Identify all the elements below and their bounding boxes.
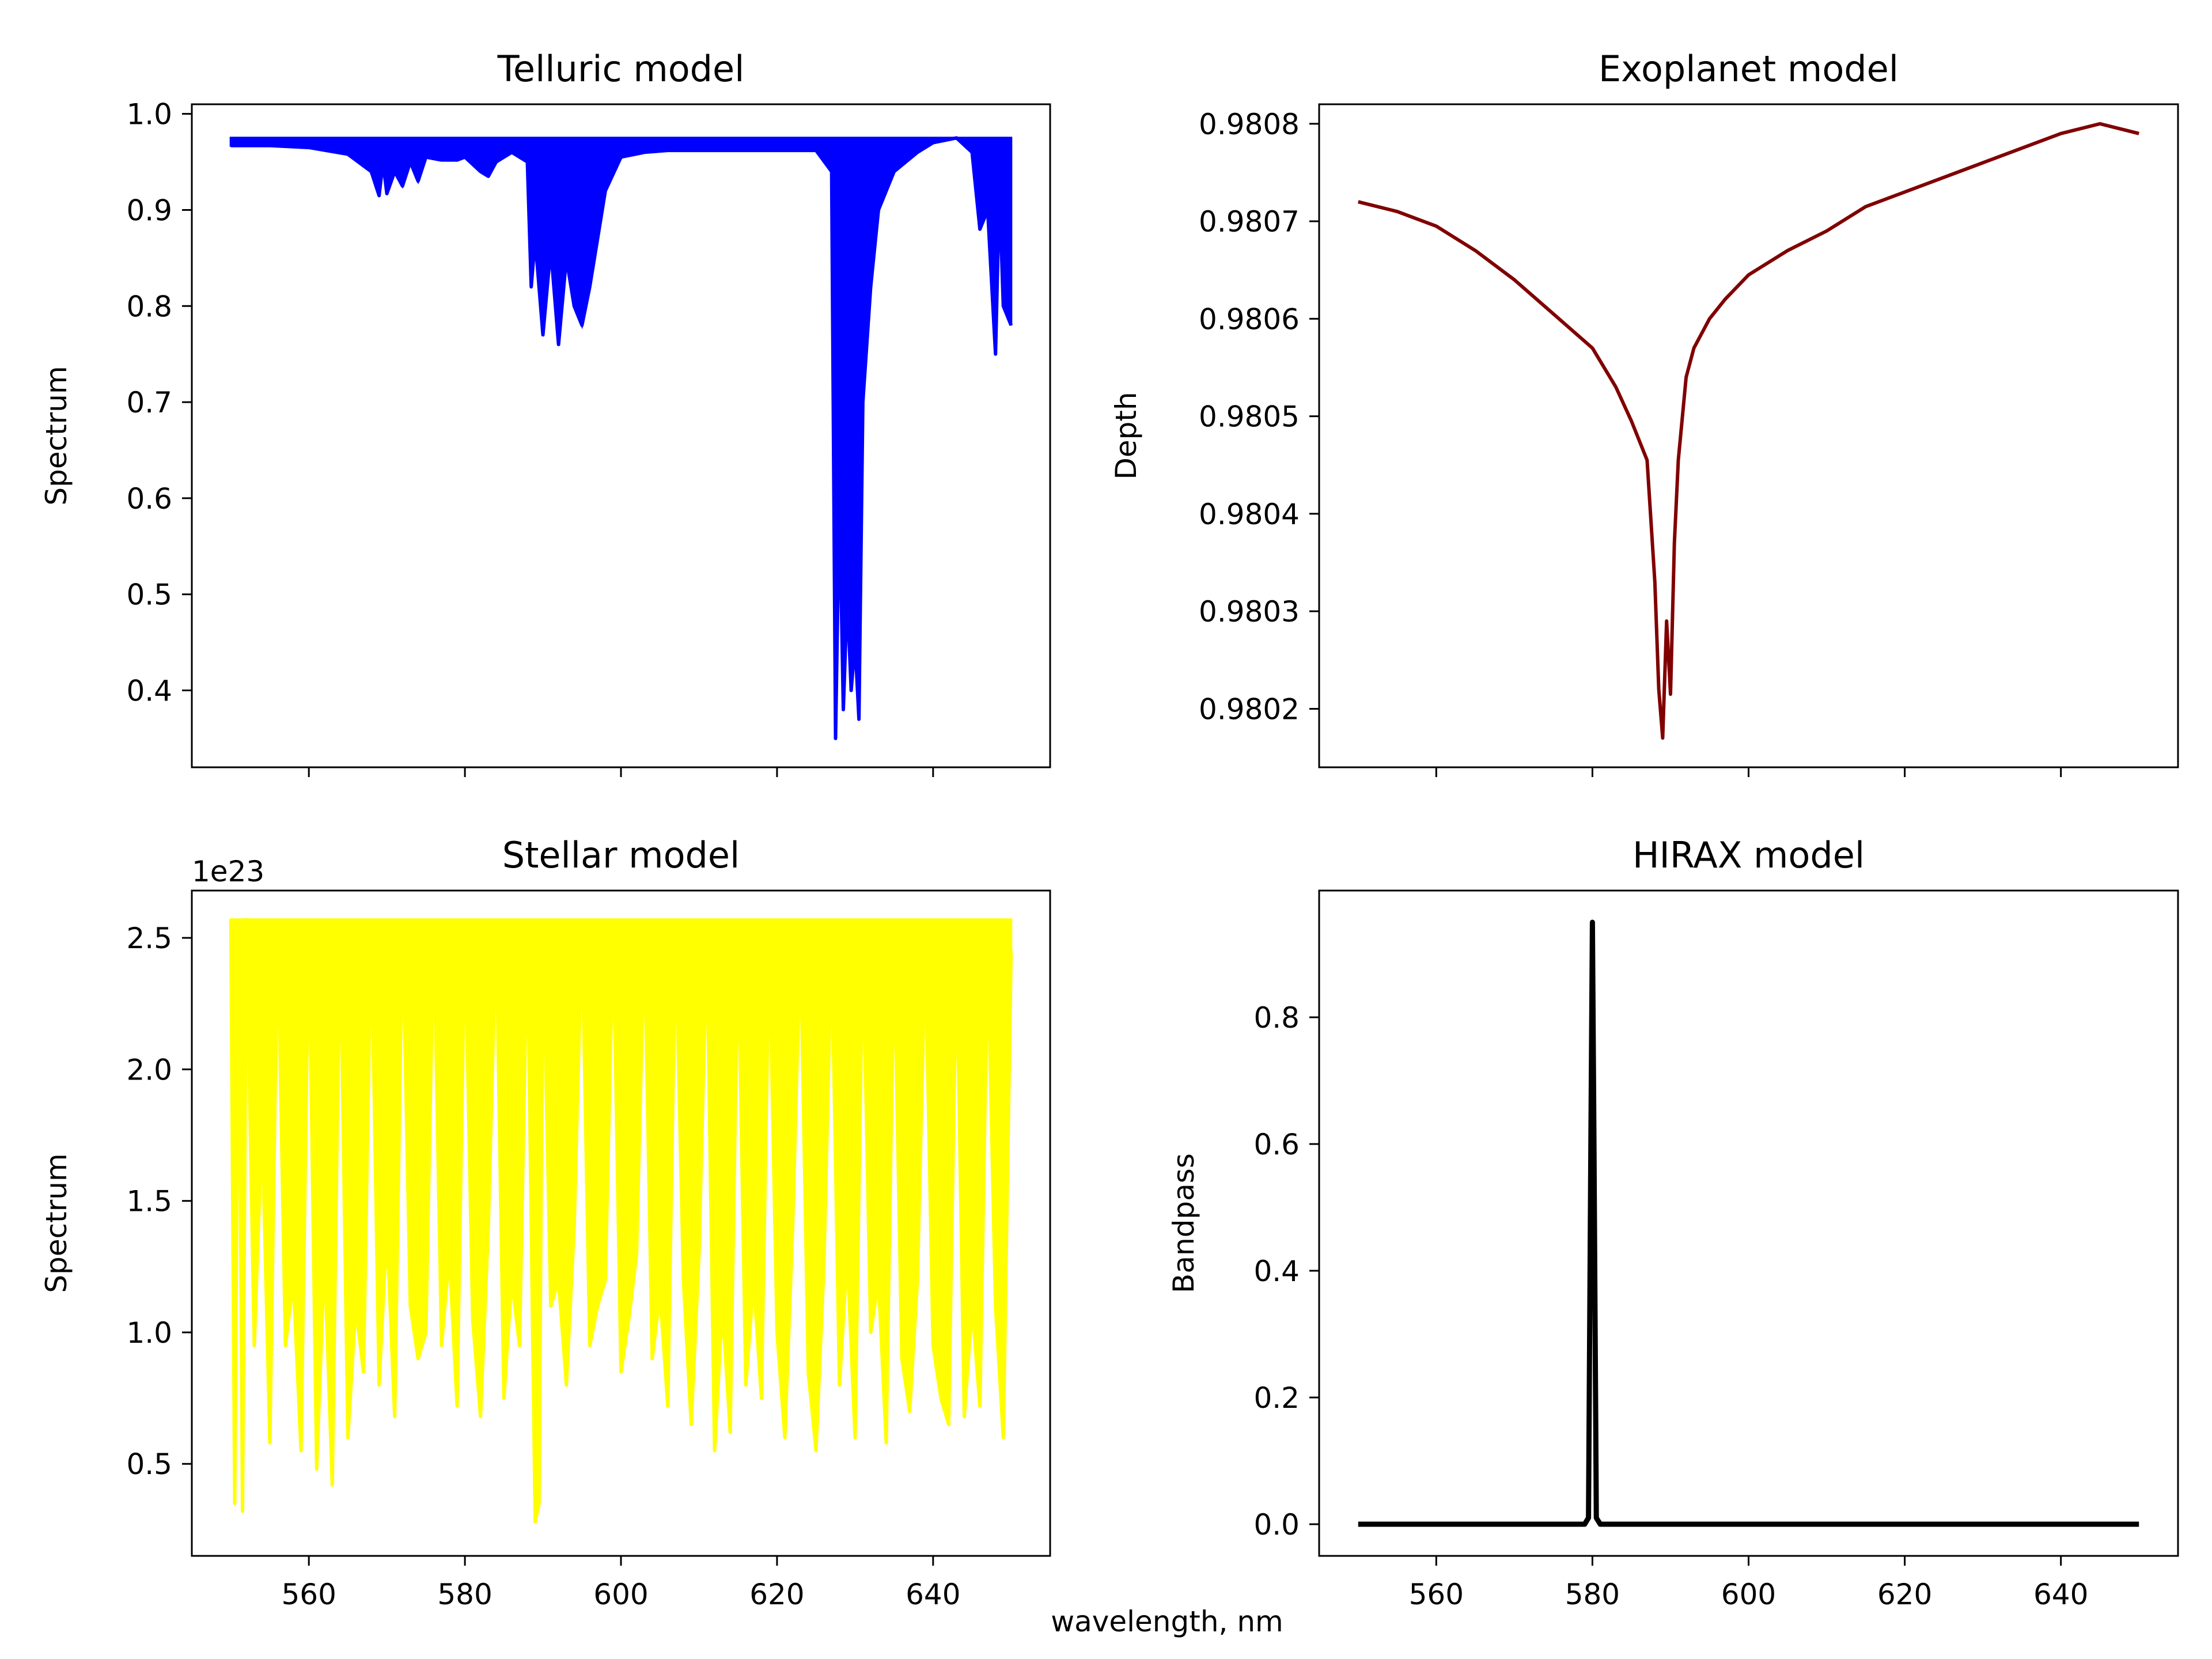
subplot-stellar: Stellar model 560 580 600 620 640 0.5 1.0 1.5 2.0… [40, 834, 1051, 1611]
y-tick-label: 1.0 [126, 1316, 172, 1350]
y-tick-label: 0.5 [126, 1448, 172, 1481]
y-tick-label: 0.0 [1253, 1508, 1300, 1541]
subplot-exoplanet: Exoplanet model 0.9802 0.9803 0.9804 0.9805 0… [1109, 48, 2179, 777]
x-tick-label: 560 [1409, 1578, 1464, 1611]
x-tick-label: 620 [1877, 1578, 1932, 1611]
x-tick-label: 620 [749, 1578, 804, 1611]
subplot-grid: Telluric model 0.4 0.5 0.6 0.7 0.8 0.9 1.0 Spect… [40, 48, 2179, 1611]
y-axis-label: Depth [1109, 392, 1143, 479]
y-tick-label: 1.0 [126, 98, 172, 131]
x-tick-label: 640 [2033, 1578, 2088, 1611]
y-tick-label: 0.8 [126, 290, 172, 323]
subplot-title: Telluric model [497, 48, 745, 90]
y-axis-label: Spectrum [40, 1153, 73, 1293]
series-exoplanet-line [1358, 122, 2139, 740]
x-tick-label: 580 [1565, 1578, 1620, 1611]
subplot-title: HIRAX model [1633, 834, 1865, 876]
series-stellar-line [229, 918, 1013, 1524]
y-tick-label: 0.9807 [1199, 205, 1300, 238]
y-tick-label: 0.5 [126, 578, 172, 612]
y-tick-label: 0.9 [126, 194, 172, 227]
series-telluric-line [230, 136, 1013, 740]
y-tick-label: 0.7 [126, 386, 172, 419]
y-tick-label: 0.9804 [1199, 498, 1300, 531]
y-tick-label: 2.5 [126, 922, 172, 955]
x-tick-label: 600 [1721, 1578, 1776, 1611]
y-tick-label: 0.6 [1253, 1128, 1300, 1161]
y-tick-label: 0.9802 [1199, 692, 1300, 726]
y-tick-label: 0.9805 [1199, 400, 1300, 434]
y-tick-label: 0.6 [126, 482, 172, 516]
y-offset-text: 1e23 [192, 855, 264, 888]
shared-x-axis-label: wavelength, nm [1051, 1605, 1283, 1638]
y-tick-label: 0.9808 [1199, 108, 1300, 141]
y-tick-label: 2.0 [126, 1053, 172, 1086]
x-tick-label: 640 [906, 1578, 960, 1611]
y-tick-label: 0.9806 [1199, 302, 1300, 336]
y-axis-label: Bandpass [1167, 1153, 1200, 1293]
y-tick-label: 0.8 [1253, 1001, 1300, 1035]
subplot-title: Exoplanet model [1599, 48, 1899, 90]
subplot-title: Stellar model [502, 834, 740, 876]
series-hirax-line [1358, 919, 2139, 1527]
subplot-hirax: HIRAX model 560 580 600 620 640 0.0 0.2 0.4 0.6 0.… [1167, 834, 2179, 1611]
y-axis-label: Spectrum [40, 366, 73, 505]
x-tick-label: 600 [593, 1578, 648, 1611]
y-tick-label: 0.2 [1253, 1381, 1300, 1415]
x-tick-label: 580 [437, 1578, 492, 1611]
x-tick-label: 560 [281, 1578, 336, 1611]
y-tick-label: 0.4 [126, 675, 172, 708]
subplot-telluric: Telluric model 0.4 0.5 0.6 0.7 0.8 0.9 1.0 Spect… [40, 48, 1051, 777]
y-tick-label: 1.5 [126, 1185, 172, 1218]
y-tick-label: 0.4 [1253, 1255, 1300, 1288]
y-tick-label: 0.9803 [1199, 595, 1300, 628]
